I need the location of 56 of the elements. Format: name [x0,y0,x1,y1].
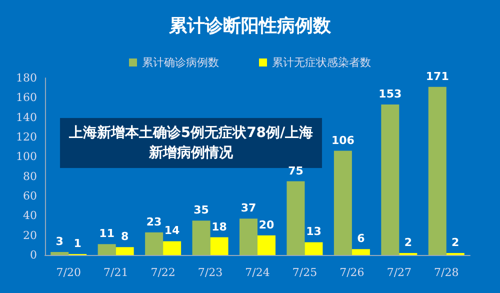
x-tick-label: 7/22 [150,266,176,279]
x-tick-label: 7/26 [340,266,364,279]
x-tick-label: 7/23 [198,266,223,279]
y-tick-label: 60 [23,190,37,202]
x-tick-label: 7/28 [434,266,459,279]
y-tick-label: 0 [30,248,37,262]
chart-title: 累计诊断阳性病例数 [168,16,332,36]
data-label: 171 [426,70,449,83]
bar [163,241,182,255]
y-tick-label: 160 [16,91,37,104]
bar [192,220,210,255]
data-label: 3 [56,235,64,248]
y-tick-label: 180 [16,72,37,84]
bar [286,181,305,255]
bar [240,218,258,255]
data-label: 14 [164,224,180,238]
y-tick-label: 100 [16,150,37,164]
bar [116,247,134,255]
bar [334,150,352,255]
bar [381,104,400,255]
data-label: 75 [288,164,304,178]
bar [145,232,164,255]
bar [50,252,69,255]
x-tick-label: 7/27 [386,266,412,279]
y-tick-label: 120 [16,130,37,144]
bar [98,244,116,255]
bar [428,86,446,255]
data-label: 20 [258,218,274,232]
data-label: 18 [212,220,227,234]
x-tick-label: 7/24 [245,266,270,279]
y-tick-label: 80 [23,170,37,183]
data-label: 11 [99,227,114,240]
bar [210,237,228,255]
y-tick-label: 20 [23,228,37,242]
data-label: 153 [378,88,402,101]
x-tick-label: 7/20 [56,266,81,279]
data-label: 13 [306,225,322,238]
annotation: 上海新增本土确诊5例无症状78例/上海新增病例情况 [68,124,314,161]
data-label: 37 [240,202,256,215]
data-label: 106 [331,134,355,147]
x-tick-label: 7/25 [292,266,318,279]
x-tick-label: 7/21 [103,266,128,279]
legend-label: 累计无症状感染者数 [272,56,371,69]
data-label: 23 [146,215,162,228]
data-label: 35 [194,204,209,217]
data-label: 2 [404,236,412,250]
y-tick-label: 140 [16,110,37,124]
bar [352,249,370,255]
y-tick-label: 40 [23,209,37,222]
data-label: 6 [357,232,366,246]
data-label: 1 [74,237,82,250]
bar [258,235,276,255]
data-label: 2 [452,236,460,250]
legend-label: 累计确诊病例数 [142,56,219,69]
data-label: 8 [121,230,129,244]
bar [304,242,323,255]
